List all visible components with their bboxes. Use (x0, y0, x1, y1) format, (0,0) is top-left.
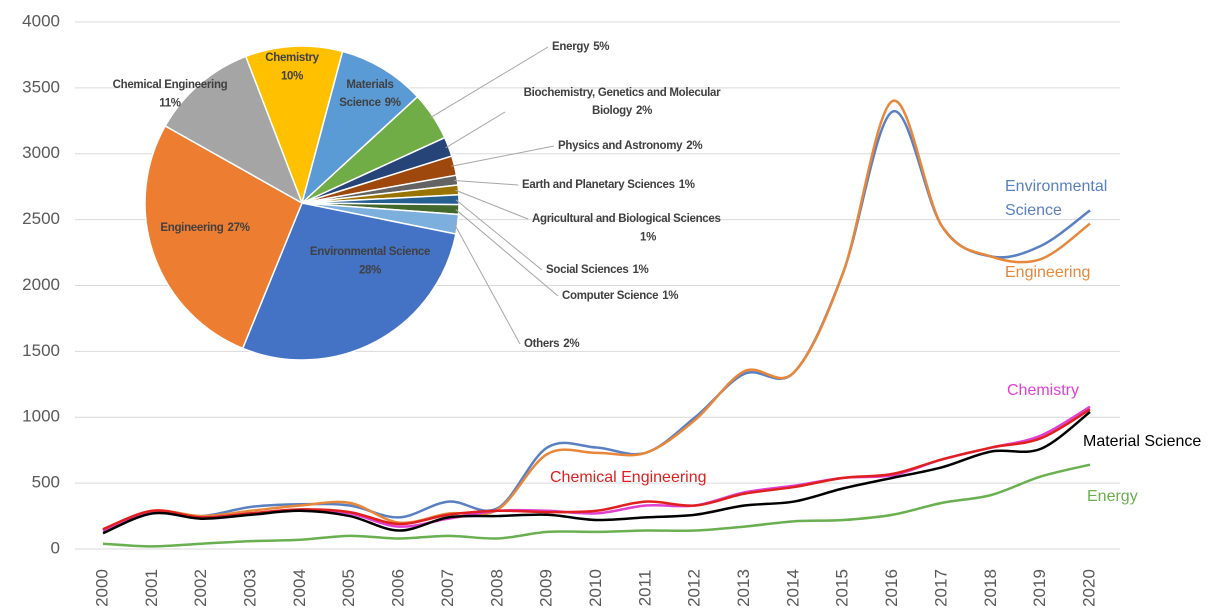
x-tick-label: 2020 (1079, 569, 1098, 607)
x-tick-label: 2000 (92, 569, 111, 607)
x-tick-label: 2016 (882, 569, 901, 607)
x-tick-label: 2017 (931, 569, 950, 607)
pie-label: Social Sciences 1% (546, 264, 649, 276)
x-tick-label: 2015 (833, 569, 852, 607)
x-tick-label: 2018 (981, 569, 1000, 607)
pie-label-name: Social Sciences (546, 264, 628, 276)
pie-label-value: 2% (636, 105, 652, 117)
series-label: Chemistry (1007, 382, 1079, 399)
series-label: Engineering (1005, 264, 1090, 281)
pie-label: Agricultural and Biological Sciences 1% (532, 213, 721, 243)
pie-label-name: Others (524, 338, 559, 350)
x-tick-label: 2002 (191, 569, 210, 607)
series-line (102, 99, 1091, 531)
x-tick-label: 2001 (142, 569, 161, 607)
pie-slice (300, 50, 419, 206)
label-line: Science (1005, 202, 1062, 219)
y-tick-label: 1500 (22, 341, 60, 360)
pie-label: Chemical Engineering 11% (113, 79, 228, 109)
pie-label: Energy 5% (552, 41, 609, 53)
leader-line (451, 145, 555, 167)
pie-label-name: Computer Science (562, 290, 658, 302)
label-line: Biochemistry, Genetics and Molecular (524, 87, 722, 99)
label-line: Environmental (1005, 178, 1112, 195)
series-label: Energy (1087, 488, 1138, 505)
pie-label-value: 2% (563, 338, 579, 350)
pie-label-value: 1% (679, 179, 695, 191)
y-tick-label: 2000 (22, 275, 60, 294)
x-tick-label: 2008 (487, 569, 506, 607)
pie-label-name: Biochemistry, Genetics and Molecular Biol… (524, 87, 722, 117)
series-line (102, 410, 1091, 535)
leader-line (429, 46, 549, 119)
pie-label: Computer Science 1% (562, 290, 678, 302)
label-line: Science (339, 97, 380, 109)
pie-label-name: Agricultural and Biological Sciences (532, 213, 721, 225)
pie-label-name: Physics and Astronomy (558, 140, 683, 152)
x-tick-label: 2007 (438, 569, 457, 607)
y-tick-label: 1000 (22, 407, 60, 426)
pie-label-value: 28% (359, 264, 381, 276)
pie-label: Others 2% (524, 338, 579, 350)
y-tick-label: 500 (32, 473, 60, 492)
pie-label: Engineering 27% (160, 222, 249, 234)
y-tick-label: 0 (51, 538, 60, 557)
pie-label-name: Environmental Science (310, 246, 430, 258)
leader-line (453, 223, 521, 345)
pie-label-value: 2% (686, 140, 702, 152)
pie-label: Materials Science 9% (339, 79, 400, 109)
pie-slice (244, 45, 344, 206)
pie-slice (241, 202, 457, 361)
pie-label: Environmental Science 28% (310, 246, 430, 276)
pie-label-name: Earth and Planetary Sciences (522, 179, 675, 191)
pie-label-value: 1% (640, 231, 656, 243)
pie-label-value: 9% (385, 97, 401, 109)
pie-label-value: 27% (228, 222, 250, 234)
x-tick-label: 2013 (734, 569, 753, 607)
pie-label-value: 1% (632, 264, 648, 276)
x-tick-label: 2011 (635, 570, 654, 607)
series-label: Chemical Engineering (550, 469, 707, 486)
pie-label-name: Engineering (160, 222, 223, 234)
pie-label-value: 1% (662, 290, 678, 302)
x-tick-label: 2012 (685, 569, 704, 607)
x-tick-label: 2019 (1030, 569, 1049, 607)
x-tick-label: 2004 (290, 569, 309, 607)
pie-label-value: 11% (159, 97, 181, 109)
x-tick-label: 2003 (241, 569, 260, 607)
pie-label-value: 10% (281, 70, 303, 82)
pie-label: Physics and Astronomy 2% (558, 140, 702, 152)
leader-line (445, 111, 506, 149)
pie-label: Earth and Planetary Sciences 1% (522, 179, 695, 191)
label-line: Biology (592, 105, 633, 117)
y-tick-label: 3000 (22, 143, 60, 162)
leader-line (454, 180, 519, 186)
pie-label: Biochemistry, Genetics and Molecular Biol… (524, 87, 722, 117)
y-tick-label: 2500 (22, 209, 60, 228)
y-tick-label: 3500 (22, 77, 60, 96)
pie-label-name: Chemistry (265, 52, 319, 64)
leader-line (455, 209, 559, 297)
x-tick-label: 2009 (537, 569, 556, 607)
pie-label-value: 5% (593, 41, 609, 53)
pie-label: Chemistry 10% (265, 52, 319, 82)
series-label: Material Science (1083, 433, 1201, 450)
x-tick-label: 2006 (389, 569, 408, 607)
pie-label-name: Materials Science (339, 79, 393, 109)
label-line: Materials (346, 79, 393, 91)
leader-line (455, 189, 529, 220)
series-label: Environmental Science (1005, 178, 1112, 219)
leader-line (455, 199, 543, 271)
y-tick-label: 4000 (22, 11, 60, 30)
pie-label-name: Chemical Engineering (113, 79, 228, 91)
x-tick-label: 2005 (339, 569, 358, 607)
x-tick-label: 2014 (783, 569, 802, 607)
x-tick-label: 2010 (586, 569, 605, 607)
pie-slice (164, 55, 304, 205)
series-line (102, 463, 1091, 548)
pie-label-name: Energy (552, 41, 590, 53)
